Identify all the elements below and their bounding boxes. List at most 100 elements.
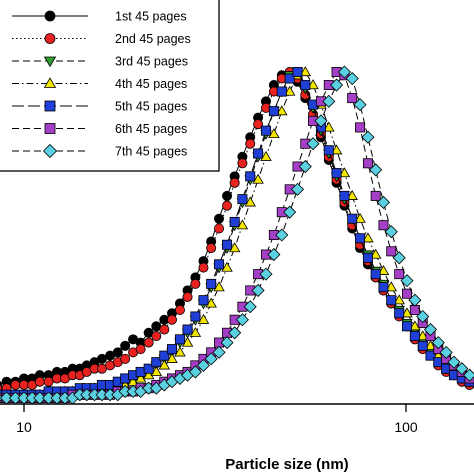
data-point-7th-45-pages-39: [298, 159, 312, 174]
data-point-5th-45-pages-43: [331, 168, 342, 179]
data-point-5th-45-pages-37: [284, 73, 295, 84]
data-point-6th-45-pages-49: [378, 220, 389, 231]
legend-item-4th-45-pages: 4th 45 pages: [12, 77, 187, 91]
data-point-5th-45-pages-33: [253, 148, 264, 159]
data-point-5th-45-pages-46: [355, 233, 366, 244]
data-point-2nd-45-pages-20: [151, 331, 162, 342]
data-point-7th-45-pages-36: [275, 228, 289, 242]
axes: 10 100 Particle size (nm): [0, 403, 474, 473]
data-point-2nd-45-pages-2: [10, 379, 21, 390]
data-point-5th-45-pages-27: [206, 278, 217, 289]
data-point-4th-45-pages-25: [189, 326, 202, 337]
data-point-5th-45-pages-53: [409, 331, 420, 342]
data-point-4th-45-pages-51: [393, 294, 405, 305]
data-point-7th-45-pages-52: [400, 274, 414, 288]
data-point-2nd-45-pages-28: [214, 223, 225, 234]
data-point-4th-45-pages-46: [354, 212, 366, 223]
data-point-7th-45-pages-53: [408, 293, 422, 307]
data-point-4th-45-pages-43: [330, 144, 343, 155]
data-point-5th-45-pages-31: [237, 194, 248, 205]
data-point-5th-45-pages-38: [292, 67, 303, 78]
data-point-4th-45-pages-28: [213, 281, 225, 292]
data-point-4th-45-pages-35: [268, 128, 280, 139]
data-point-4th-45-pages-39: [299, 66, 312, 77]
data-point-7th-45-pages-28: [212, 345, 226, 359]
data-point-6th-45-pages-50: [386, 246, 397, 257]
data-point-5th-45-pages-44: [339, 190, 350, 201]
data-point-7th-45-pages-58: [447, 355, 461, 369]
legend-marker-6th-45-pages: [44, 123, 56, 134]
data-point-7th-45-pages-32: [243, 300, 257, 314]
legend-label-7th-45-pages: 7th 45 pages: [115, 145, 187, 159]
data-point-6th-45-pages-52: [401, 288, 412, 299]
data-point-4th-45-pages-53: [409, 320, 421, 331]
data-point-7th-45-pages-48: [369, 163, 383, 177]
data-point-5th-45-pages-51: [394, 308, 405, 319]
legend-label-3rd-45-pages: 3rd 45 pages: [115, 55, 188, 69]
data-point-4th-45-pages-19: [142, 369, 155, 380]
data-point-7th-45-pages-38: [290, 182, 305, 196]
data-point-7th-45-pages-30: [228, 326, 242, 340]
data-point-7th-45-pages-43: [330, 78, 344, 92]
data-point-6th-45-pages-48: [370, 190, 381, 201]
data-point-7th-45-pages-59: [455, 362, 469, 376]
data-point-7th-45-pages-27: [204, 352, 218, 366]
data-point-5th-45-pages-55: [425, 350, 436, 361]
data-point-4th-45-pages-40: [307, 79, 319, 90]
data-point-2nd-45-pages-31: [237, 158, 248, 169]
legend-label-1st-45-pages: 1st 45 pages: [115, 10, 187, 24]
x-tick-label-100: 100: [394, 419, 418, 435]
data-point-5th-45-pages-45: [347, 213, 358, 224]
legend-item-1st-45-pages: 1st 45 pages: [12, 10, 187, 24]
data-point-2nd-45-pages-33: [253, 119, 264, 130]
data-point-4th-45-pages-22: [166, 353, 178, 363]
data-point-5th-45-pages-19: [143, 363, 154, 374]
data-point-4th-45-pages-49: [377, 265, 390, 275]
data-point-5th-45-pages-48: [370, 269, 381, 280]
data-point-7th-45-pages-57: [439, 345, 453, 359]
legend-marker-1st-45-pages: [44, 10, 56, 22]
data-point-2nd-45-pages-21: [159, 324, 170, 335]
data-point-6th-45-pages-45: [347, 93, 358, 104]
data-point-5th-45-pages-36: [276, 86, 287, 97]
data-point-4th-45-pages-21: [158, 359, 171, 370]
data-point-5th-45-pages-25: [190, 311, 201, 322]
data-point-6th-45-pages-51: [394, 269, 405, 280]
data-point-7th-45-pages-34: [259, 267, 273, 281]
data-point-4th-45-pages-27: [205, 297, 217, 308]
x-axis-title: Particle size (nm): [225, 456, 348, 473]
data-point-4th-45-pages-32: [244, 196, 256, 207]
legend-marker-5th-45-pages: [44, 100, 56, 112]
data-point-4th-45-pages-44: [338, 167, 351, 178]
data-point-7th-45-pages-54: [416, 309, 430, 324]
data-point-7th-45-pages-49: [376, 195, 391, 209]
data-point-5th-45-pages-52: [401, 321, 412, 332]
data-point-4th-45-pages-23: [174, 346, 186, 357]
data-point-4th-45-pages-55: [424, 339, 437, 350]
data-point-7th-45-pages-47: [361, 130, 375, 144]
legend-marker-3rd-45-pages: [43, 56, 57, 68]
data-point-5th-45-pages-21: [159, 350, 170, 361]
data-point-4th-45-pages-26: [197, 313, 210, 324]
legend-label-5th-45-pages: 5th 45 pages: [115, 100, 187, 114]
data-point-7th-45-pages-50: [384, 225, 398, 239]
data-point-7th-45-pages-46: [353, 98, 367, 112]
data-point-5th-45-pages-54: [417, 340, 428, 351]
data-point-5th-45-pages-49: [378, 282, 389, 293]
data-point-4th-45-pages-37: [283, 85, 296, 96]
data-point-7th-45-pages-55: [423, 322, 438, 337]
data-point-7th-45-pages-51: [392, 251, 406, 265]
data-point-5th-45-pages-42: [323, 145, 334, 156]
data-point-7th-45-pages-42: [322, 94, 336, 108]
legend-label-6th-45-pages: 6th 45 pages: [115, 122, 187, 136]
legend-marker-2nd-45-pages: [44, 33, 56, 44]
data-point-2nd-45-pages-25: [190, 278, 201, 289]
data-point-5th-45-pages-23: [174, 334, 185, 345]
data-point-7th-45-pages-31: [235, 313, 249, 327]
data-point-4th-45-pages-50: [385, 281, 398, 292]
data-point-5th-45-pages-26: [198, 295, 209, 306]
data-point-7th-45-pages-5: [33, 391, 47, 405]
data-point-1st-45-pages-29: [222, 190, 233, 201]
legend-box: [0, 0, 220, 172]
